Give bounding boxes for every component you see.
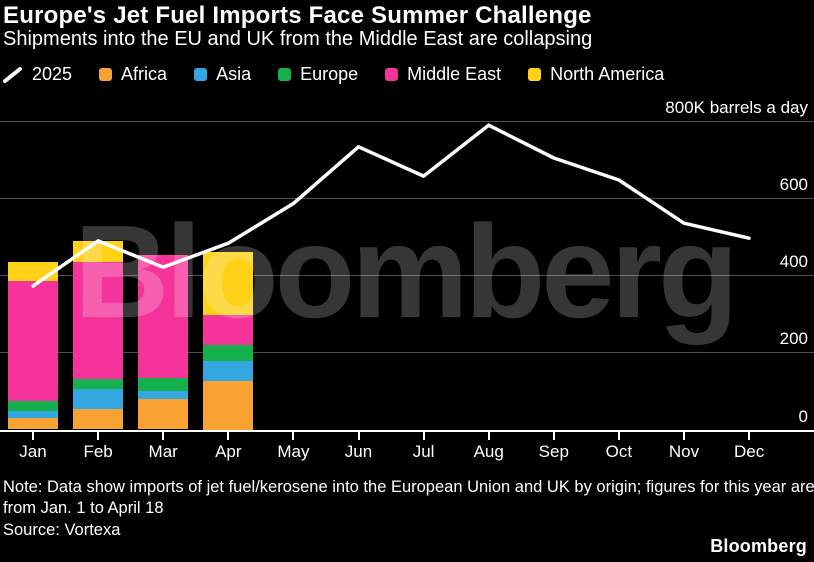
legend-item-2025: 2025 [3,64,72,85]
x-label-jun: Jun [344,442,373,461]
legend-item-asia: Asia [194,64,251,85]
bar-segment-feb-africa [73,409,124,430]
legend-item-europe: Europe [278,64,358,85]
gridline-600 [0,198,814,200]
bloomberg-logo: Bloomberg [710,536,807,556]
page-title: Europe's Jet Fuel Imports Face Summer Ch… [3,2,592,29]
legend-swatch [528,68,542,81]
legend-label: Middle East [407,64,502,84]
x-tick-apr [227,431,230,440]
gridline-400 [0,275,814,277]
legend-label: Europe [300,64,359,84]
x-tick-jul [422,431,425,440]
bar-segment-jan-africa [8,417,58,430]
bar-segment-apr-middle-east [203,314,254,345]
bar-segment-jan-europe [8,400,58,411]
x-label-jan: Jan [19,442,47,461]
legend-item-africa: Africa [99,64,167,85]
bar-segment-jan-middle-east [8,281,58,401]
bar-segment-feb-middle-east [73,262,124,380]
gridline-200 [0,352,814,354]
legend-item-middle-east: Middle East [385,64,501,85]
line-series-icon [3,66,22,83]
x-tick-mar [162,431,165,440]
ytick-label-400: 400 [779,252,808,272]
x-label-feb: Feb [83,442,113,461]
footer-note: Note: Data show imports of jet fuel/kero… [3,478,814,517]
legend-swatch [194,68,208,81]
legend-swatch [278,68,292,81]
bar-segment-apr-europe [203,344,254,362]
bar-segment-mar-europe [138,378,189,391]
x-axis-baseline [0,429,814,432]
x-tick-oct [617,431,620,440]
legend-label: Africa [121,64,168,84]
x-label-oct: Oct [605,442,633,461]
legend-label: North America [550,64,665,84]
x-label-sep: Sep [538,442,569,461]
ytick-label-200: 200 [779,329,808,349]
legend-label: 2025 [32,64,73,84]
legend-item-north-america: North America [528,64,664,85]
bar-segment-jan-asia [8,410,58,418]
bar-segment-mar-asia [138,390,189,400]
bloomberg-watermark: Bloomberg [74,198,739,345]
bar-segment-apr-north-america [203,252,254,315]
page-subtitle: Shipments into the EU and UK from the Mi… [3,28,593,50]
x-tick-jun [357,431,360,440]
x-label-dec: Dec [733,442,765,461]
x-tick-dec [748,431,751,440]
x-label-mar: Mar [148,442,178,461]
ytick-label-600: 600 [779,175,808,195]
x-tick-sep [552,431,555,440]
x-tick-aug [487,431,490,440]
ytick-label-800: 800K barrels a day [665,98,808,117]
bar-segment-feb-europe [73,379,124,390]
x-tick-jan [32,431,34,440]
footer-source: Source: Vortexa [3,521,121,539]
x-label-apr: Apr [215,442,242,461]
bar-segment-mar-middle-east [138,254,189,379]
x-label-may: May [277,442,310,461]
x-tick-nov [683,431,685,440]
bar-segment-apr-africa [203,381,254,430]
x-label-aug: Aug [473,442,504,461]
legend-swatch [99,68,113,81]
x-tick-feb [97,431,100,440]
bar-segment-mar-africa [138,399,189,430]
ytick-label-0: 0 [798,406,808,426]
bar-segment-apr-asia [203,361,254,382]
legend-swatch [385,68,399,81]
legend-label: Asia [216,64,252,84]
legend: 2025 Africa Asia Europe Middle East North Ame… [3,64,664,85]
x-label-nov: Nov [668,442,700,461]
x-label-jul: Jul [412,442,435,461]
gridline-800 [0,121,814,122]
bar-segment-feb-asia [73,389,124,410]
x-tick-may [292,431,295,440]
